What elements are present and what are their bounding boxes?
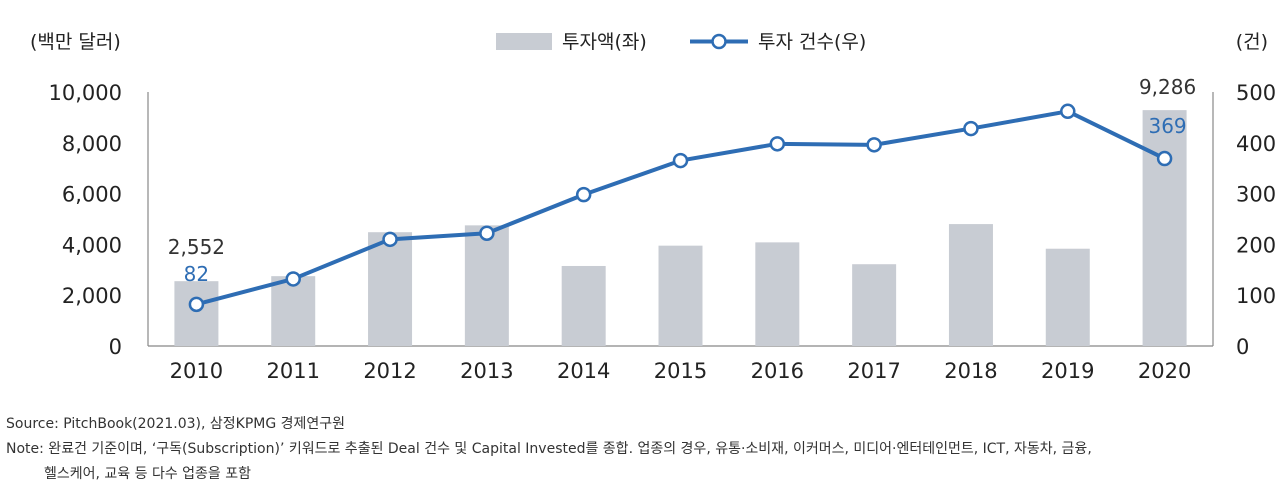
line-point bbox=[285, 271, 301, 287]
data-labels: 2,552 82 9,286 369 bbox=[168, 75, 1196, 286]
right-tick-label: 0 bbox=[1236, 335, 1249, 359]
left-tick-label: 6,000 bbox=[62, 183, 122, 207]
right-tick-label: 300 bbox=[1236, 183, 1276, 207]
data-label-line-2010: 82 bbox=[184, 262, 209, 286]
left-axis-unit-label: (백만 달러) bbox=[30, 31, 121, 53]
note-line-2: 헬스케어, 교육 등 다수 업종을 포함 bbox=[44, 466, 252, 482]
left-tick-label: 10,000 bbox=[49, 81, 122, 105]
data-label-line-2020: 369 bbox=[1148, 114, 1186, 138]
legend-bar-label: 투자액(좌) bbox=[562, 31, 647, 53]
x-tick-label: 2020 bbox=[1138, 359, 1191, 383]
right-tick-label: 500 bbox=[1236, 81, 1276, 105]
line-point bbox=[1156, 150, 1173, 167]
data-label-bar-2020: 9,286 bbox=[1139, 75, 1196, 99]
line-point bbox=[479, 225, 495, 241]
right-axis-unit-label: (건) bbox=[1236, 31, 1268, 53]
left-tick-label: 0 bbox=[109, 335, 122, 359]
right-axis-ticks: 500 400 300 200 100 0 bbox=[1236, 81, 1276, 359]
bar bbox=[1142, 110, 1187, 347]
x-tick-label: 2011 bbox=[267, 359, 320, 383]
x-tick-label: 2010 bbox=[170, 359, 223, 383]
x-tick-label: 2017 bbox=[847, 359, 900, 383]
x-tick-label: 2016 bbox=[751, 359, 804, 383]
bar bbox=[1045, 248, 1090, 346]
line-point bbox=[575, 186, 592, 203]
x-tick-label: 2013 bbox=[460, 359, 513, 383]
line-point bbox=[382, 231, 398, 248]
bar bbox=[658, 245, 703, 346]
bar bbox=[464, 225, 509, 346]
bar bbox=[755, 242, 800, 346]
bar bbox=[561, 265, 606, 346]
legend-line-marker bbox=[711, 33, 727, 50]
legend-line-label: 투자 건수(우) bbox=[758, 31, 866, 53]
combo-chart: (백만 달러) (건) 투자액(좌) 투자 건수(우) 10,000 8,000 6… bbox=[30, 31, 1276, 383]
x-tick-label: 2015 bbox=[654, 359, 707, 383]
left-tick-label: 2,000 bbox=[62, 284, 122, 308]
bar bbox=[368, 232, 413, 346]
x-tick-label: 2012 bbox=[363, 359, 416, 383]
right-tick-label: 100 bbox=[1236, 284, 1276, 308]
line-point bbox=[769, 136, 786, 152]
x-tick-label: 2019 bbox=[1041, 359, 1094, 383]
x-axis-ticks: 2010 2011 2012 2013 2014 2015 2016 2017 2018 2019… bbox=[170, 359, 1192, 383]
x-tick-label: 2014 bbox=[557, 359, 610, 383]
chart-notes: Source: PitchBook(2021.03), 삼정KPMG 경제연구원… bbox=[6, 412, 1276, 487]
right-tick-label: 200 bbox=[1236, 233, 1276, 257]
bar bbox=[852, 264, 897, 346]
line-point bbox=[672, 152, 689, 169]
left-tick-label: 4,000 bbox=[62, 233, 122, 257]
bar-series bbox=[174, 110, 1187, 347]
bar bbox=[271, 276, 316, 346]
left-axis-ticks: 10,000 8,000 6,000 4,000 2,000 0 bbox=[49, 81, 122, 359]
line-point bbox=[1060, 103, 1076, 120]
line-point bbox=[866, 137, 882, 153]
line-series bbox=[188, 103, 1173, 313]
line-point bbox=[963, 120, 979, 137]
note-line-1: Note: 완료건 기준이며, ‘구독(Subscription)’ 키워드로 … bbox=[6, 441, 1092, 457]
right-tick-label: 400 bbox=[1236, 132, 1276, 156]
data-label-bar-2010: 2,552 bbox=[168, 235, 225, 259]
source-note: Source: PitchBook(2021.03), 삼정KPMG 경제연구원 bbox=[6, 416, 346, 432]
line-point bbox=[188, 296, 205, 313]
bar bbox=[948, 224, 993, 346]
legend: 투자액(좌) 투자 건수(우) bbox=[496, 31, 866, 53]
bar bbox=[174, 281, 219, 346]
legend-bar-swatch bbox=[496, 33, 552, 50]
left-tick-label: 8,000 bbox=[62, 132, 122, 156]
x-tick-label: 2018 bbox=[944, 359, 997, 383]
